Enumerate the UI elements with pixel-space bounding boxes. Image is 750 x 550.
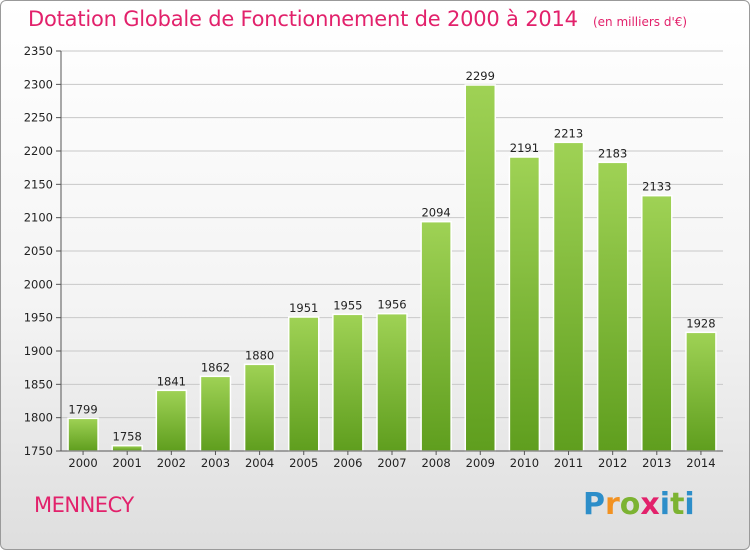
bar-2014 [685,331,717,452]
x-tick-label: 2001 [113,456,142,470]
x-tick-label: 2011 [554,456,583,470]
y-tick-label: 2300 [24,77,53,91]
city-name: MENNECY [34,493,134,517]
value-label: 1758 [113,430,142,444]
y-tick-label: 1800 [24,411,53,425]
x-tick-label: 2000 [68,456,97,470]
bar-2004 [243,363,276,452]
x-tick-label: 2013 [642,456,671,470]
bar-2012 [596,161,629,452]
y-tick-label: 1900 [24,344,53,358]
value-label: 2133 [642,180,671,194]
bar-2000 [67,417,99,452]
y-tick-label: 2200 [24,144,53,158]
value-label: 2191 [510,141,539,155]
value-label: 1862 [201,360,230,374]
x-tick-label: 2009 [466,456,495,470]
logo-letter: i [659,487,671,522]
x-tick-label: 2012 [598,456,627,470]
proxiti-logo[interactable]: Proxiti [583,487,695,522]
bars [67,84,717,452]
logo-letter: i [684,487,695,522]
bar-2010 [508,156,541,452]
y-tick-label: 2250 [24,111,53,125]
logo-letter: x [640,487,660,522]
value-label: 1928 [686,316,715,330]
value-label: 1799 [68,402,97,416]
x-tick-label: 2003 [201,456,230,470]
labels: 1799 1758 1841 1862 1880 1951 1955 1956 2094 2299… [68,69,715,444]
y-tick-label: 2000 [24,277,53,291]
value-label: 2299 [466,69,495,83]
value-label: 1956 [377,298,406,312]
x-tick-label: 2006 [333,456,362,470]
y-tick-label: 2350 [24,44,53,58]
bar-2008 [420,220,452,452]
x-tick-label: 2005 [289,456,318,470]
bar-2005 [287,316,320,452]
value-label: 1880 [245,348,274,362]
x-tick-label: 2002 [157,456,186,470]
y-tick-label: 2050 [24,244,53,258]
bar-2013 [641,194,673,452]
value-label: 1951 [289,301,318,315]
value-label: 1841 [157,374,186,388]
x-tick-label: 2014 [686,456,715,470]
y-tick-label: 1850 [24,377,53,391]
value-label: 2183 [598,146,627,160]
bar-2001 [111,444,143,452]
y-tick-label: 2100 [24,211,53,225]
y-tick-label: 1750 [24,444,53,458]
chart-subtitle: (en milliers d'€) [592,15,688,29]
logo-letter: P [583,487,605,522]
bar-2003 [199,375,232,452]
logo-letter: r [605,487,620,522]
bar-2009 [464,84,497,452]
bar-2007 [376,312,408,452]
chart-title-text: Dotation Globale de Fonctionnement de 20… [28,7,578,31]
logo-letter: o [619,487,641,522]
x-tick-label: 2008 [421,456,450,470]
chart-title: Dotation Globale de Fonctionnement de 20… [28,7,687,31]
bar-2002 [155,389,188,452]
x-tick-label: 2007 [377,456,406,470]
bar-2006 [332,313,364,452]
axes: 1750 1800 1850 1900 1950 2000 2050 2100 2150 2200… [24,44,723,470]
x-tick-label: 2010 [510,456,539,470]
value-label: 1955 [333,298,362,312]
bar-2011 [552,141,585,452]
x-tick-label: 2004 [245,456,274,470]
y-tick-label: 1950 [24,311,53,325]
logo-letter: t [670,487,685,522]
value-label: 2213 [554,126,583,140]
value-label: 2094 [421,206,450,220]
y-tick-label: 2150 [24,177,53,191]
